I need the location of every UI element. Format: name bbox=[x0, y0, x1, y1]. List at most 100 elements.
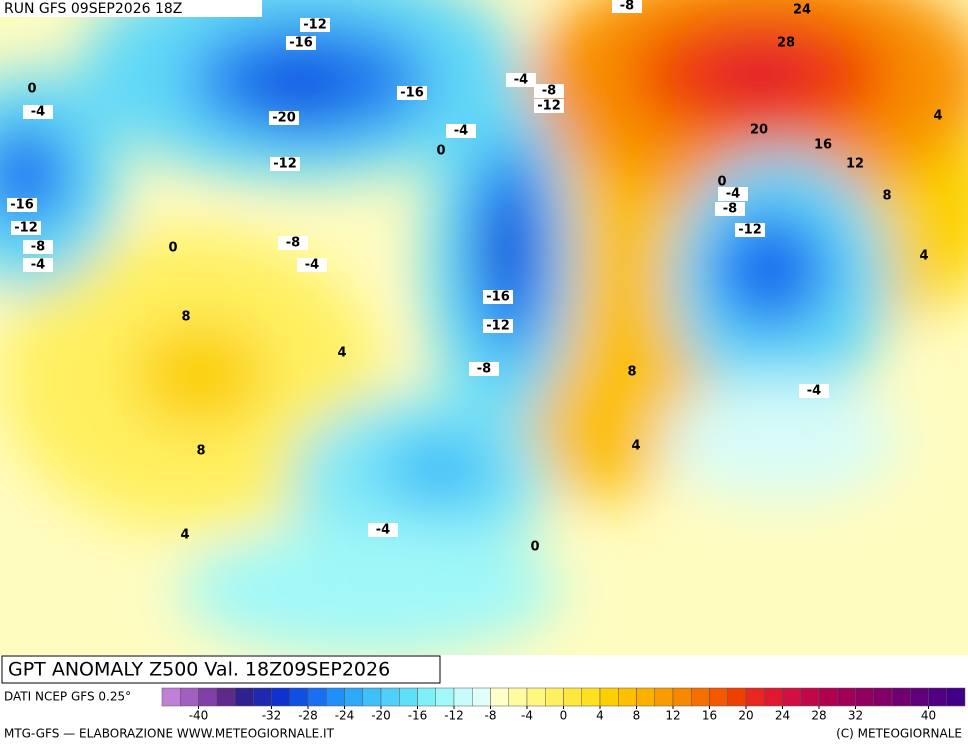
contour-label: 20 bbox=[750, 123, 768, 138]
contour-label: 0 bbox=[27, 82, 36, 97]
contour-label: 0 bbox=[717, 175, 726, 190]
contour-label: 4 bbox=[919, 249, 928, 264]
colorbar-tick-label: 40 bbox=[921, 709, 936, 723]
colorbar-cell bbox=[818, 687, 838, 707]
contour-label: -4 bbox=[376, 523, 390, 538]
contour-label: -4 bbox=[514, 73, 528, 88]
colorbar-cell bbox=[161, 687, 181, 707]
contour-label: -12 bbox=[537, 99, 561, 114]
colorbar-cell bbox=[618, 687, 637, 707]
contour-label: -16 bbox=[10, 198, 34, 213]
colorbar-cell bbox=[545, 687, 564, 707]
colorbar-cell bbox=[307, 687, 327, 707]
contour-label: 4 bbox=[337, 346, 346, 361]
colorbar-cell bbox=[563, 687, 582, 707]
colorbar-cell bbox=[289, 687, 309, 707]
colorbar-tick-label: -12 bbox=[444, 709, 464, 723]
label-box bbox=[278, 236, 308, 250]
contour-label: -4 bbox=[305, 258, 319, 273]
contour-label: -4 bbox=[726, 187, 740, 202]
label-box bbox=[368, 523, 398, 537]
colorbar-cell bbox=[782, 687, 801, 707]
colorbar-cell bbox=[928, 687, 947, 707]
colorbar-cell bbox=[435, 687, 455, 707]
contour-label: -8 bbox=[31, 240, 45, 255]
colorbar-cell bbox=[764, 687, 783, 707]
colorbar-cell bbox=[271, 687, 290, 707]
title-box bbox=[1, 655, 441, 684]
label-box bbox=[297, 258, 327, 272]
contour-label: -12 bbox=[738, 223, 762, 238]
colorbar-cell bbox=[417, 687, 436, 707]
colorbar-cell bbox=[234, 687, 254, 707]
label-box bbox=[300, 18, 330, 32]
contour-label: 12 bbox=[846, 157, 864, 172]
contour-label: -12 bbox=[14, 221, 38, 236]
contour-label: -4 bbox=[454, 124, 468, 139]
contour-label: 24 bbox=[793, 3, 811, 18]
colorbar-tick-label: 8 bbox=[633, 709, 641, 723]
colorbar-tick-label: 12 bbox=[665, 709, 680, 723]
contour-label: 4 bbox=[180, 528, 189, 543]
colorbar-cell bbox=[672, 687, 692, 707]
colorbar-tick-label: -16 bbox=[408, 709, 428, 723]
label-box bbox=[534, 84, 564, 98]
label-box bbox=[286, 36, 316, 50]
credit: MTG-GFS — ELABORAZIONE WWW.METEOGIORNALE… bbox=[4, 727, 335, 741]
contour-label: -8 bbox=[542, 84, 556, 99]
colorbar-tick-label: -32 bbox=[262, 709, 282, 723]
contour-label: -16 bbox=[486, 290, 510, 305]
colorbar-tick-label: -4 bbox=[521, 709, 533, 723]
label-box bbox=[715, 202, 745, 216]
colorbar-cell bbox=[490, 687, 509, 707]
colorbar-cell bbox=[745, 687, 765, 707]
contour-label: -4 bbox=[31, 105, 45, 120]
colorbar-cell bbox=[198, 687, 217, 707]
colorbar-cell bbox=[399, 687, 418, 707]
colorbar: -40 -32 -28 -24 -20 -16 -12 -8 -4 0 4 8 12 16 20 24 28 32… bbox=[161, 687, 966, 723]
colorbar-cell bbox=[946, 687, 966, 707]
colorbar-tick-label: 16 bbox=[702, 709, 717, 723]
colorbar-cell bbox=[855, 687, 874, 707]
colorbar-tick-label: 24 bbox=[775, 709, 790, 723]
colorbar-cell bbox=[654, 687, 674, 707]
colorbar-cell bbox=[180, 687, 199, 707]
label-box bbox=[483, 290, 513, 304]
label-box bbox=[506, 73, 536, 87]
contour-label: 16 bbox=[814, 138, 832, 153]
label-box bbox=[269, 111, 299, 125]
colorbar-cell bbox=[380, 687, 400, 707]
colorbar-cell bbox=[362, 687, 382, 707]
label-box bbox=[469, 362, 499, 376]
colorbar-cell bbox=[472, 687, 491, 707]
colorbar-cell bbox=[453, 687, 473, 707]
contour-label: -12 bbox=[273, 157, 297, 172]
label-box bbox=[7, 198, 37, 212]
map-title: GPT ANOMALY Z500 Val. 18Z09SEP2026 bbox=[8, 659, 390, 681]
label-box bbox=[718, 187, 748, 201]
label-box bbox=[799, 384, 829, 398]
colorbar-cell bbox=[873, 687, 893, 707]
contour-label: -8 bbox=[723, 202, 737, 217]
colorbar-cell bbox=[508, 687, 528, 707]
run-box bbox=[0, 0, 262, 17]
label-box bbox=[23, 240, 53, 254]
colorbar-tick-label: 0 bbox=[560, 709, 568, 723]
colorbar-tick-label: -20 bbox=[371, 709, 391, 723]
contour-label: 4 bbox=[933, 109, 942, 124]
contour-label: -8 bbox=[286, 236, 300, 251]
contour-label: 4 bbox=[631, 439, 640, 454]
colorbar-cell bbox=[216, 687, 236, 707]
colorbar-cell bbox=[581, 687, 601, 707]
contour-label: 28 bbox=[777, 36, 795, 51]
colorbar-cell bbox=[526, 687, 546, 707]
contour-label: -8 bbox=[620, 0, 634, 14]
colorbar-cell bbox=[891, 687, 911, 707]
colorbar-tick-label: -24 bbox=[335, 709, 355, 723]
contour-label: -12 bbox=[486, 319, 510, 334]
colorbar-tick-label: 4 bbox=[596, 709, 604, 723]
contour-label: 8 bbox=[627, 365, 636, 380]
contour-label: -4 bbox=[807, 384, 821, 399]
